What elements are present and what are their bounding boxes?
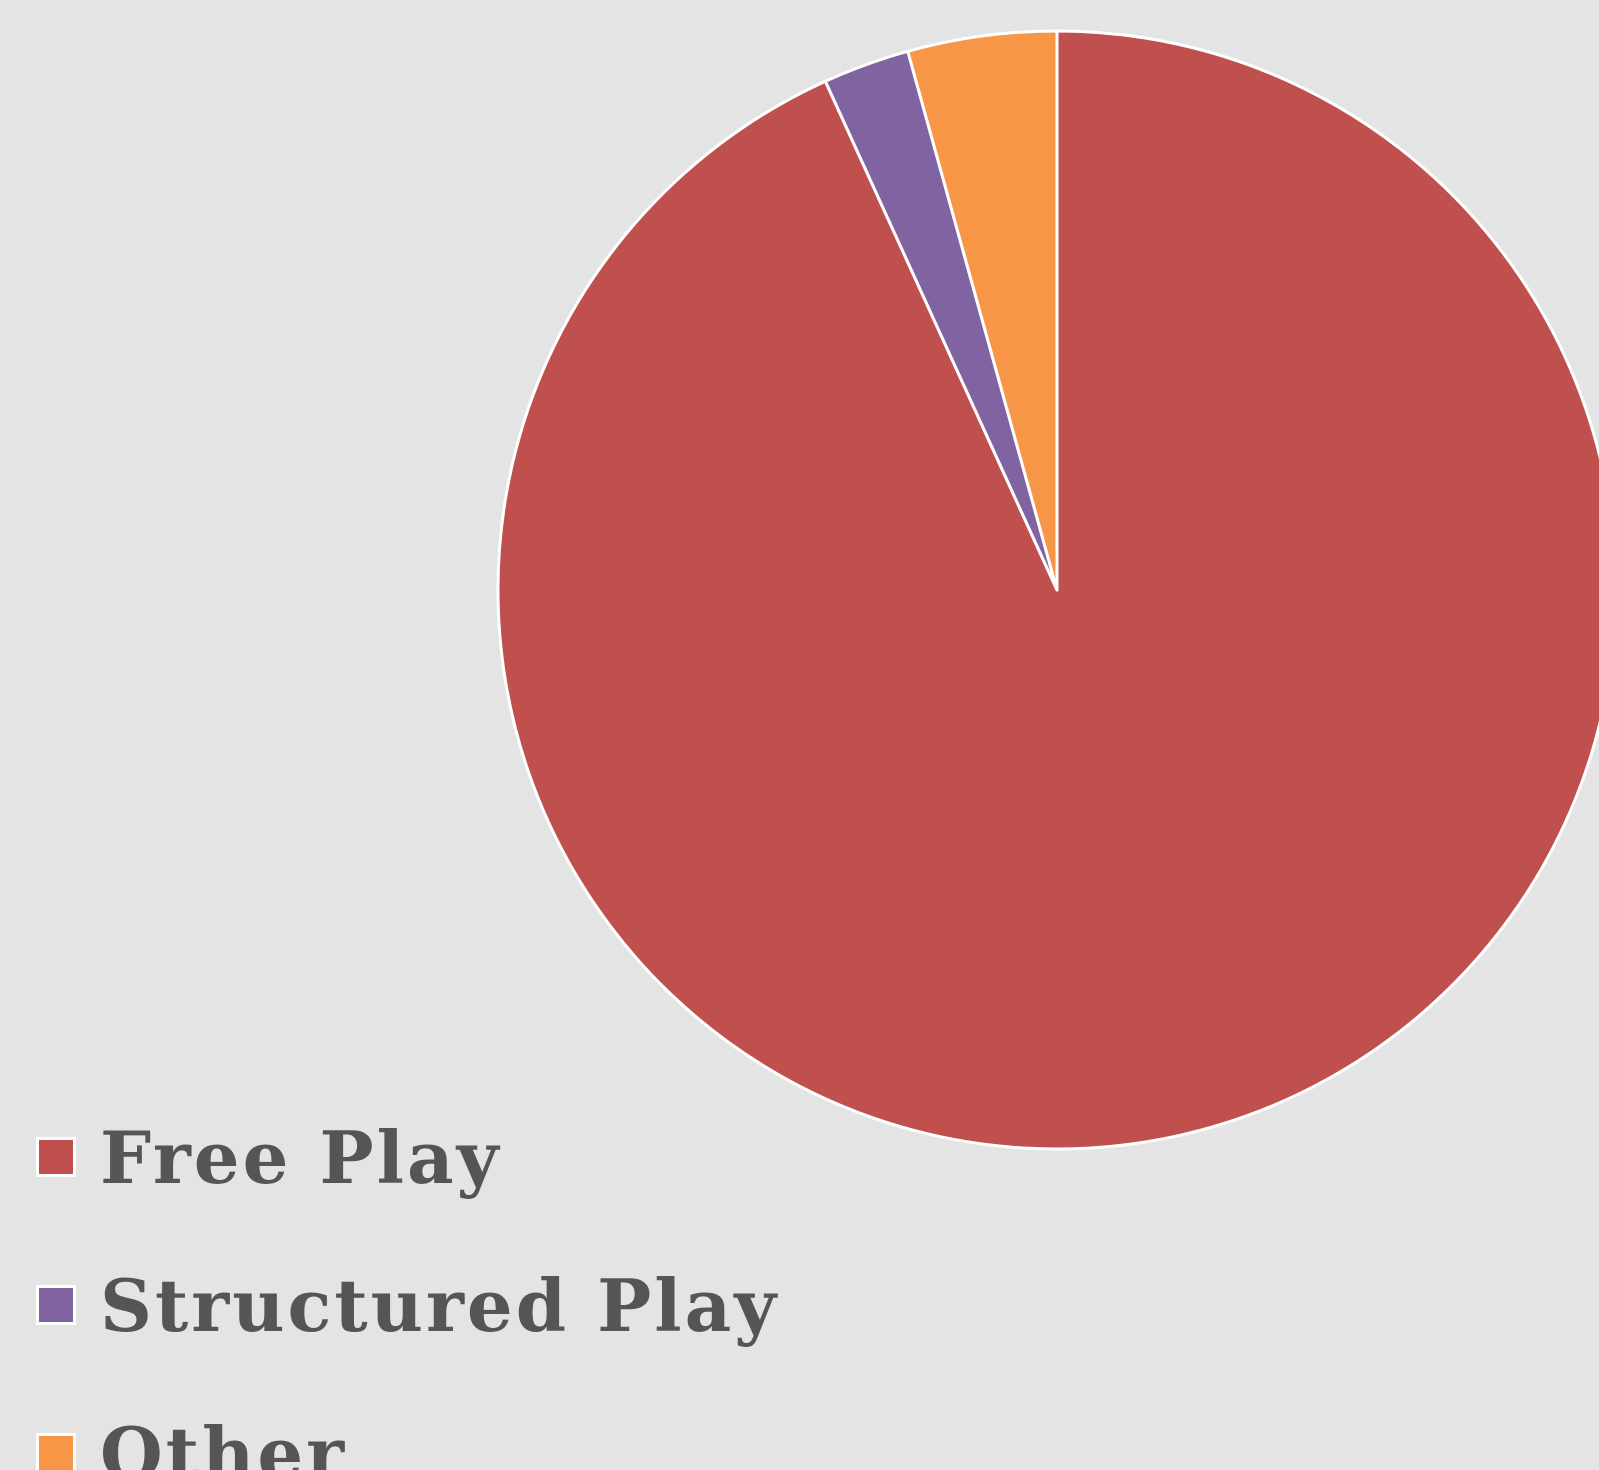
legend-item-free-play: Free Play — [36, 1083, 779, 1231]
legend-item-structured-play: Structured Play — [36, 1231, 779, 1379]
legend-label-other: Other — [100, 1410, 348, 1470]
legend: Free Play Structured Play Other — [36, 1083, 779, 1470]
legend-label-free-play: Free Play — [100, 1114, 502, 1200]
pie-slice-free-play — [496, 29, 1599, 1151]
legend-swatch-other — [36, 1433, 76, 1470]
legend-label-structured-play: Structured Play — [100, 1262, 780, 1348]
legend-swatch-structured-play — [36, 1285, 76, 1325]
legend-item-other: Other — [36, 1379, 779, 1470]
legend-swatch-free-play — [36, 1137, 76, 1177]
pie-slice-other — [906, 29, 1059, 592]
